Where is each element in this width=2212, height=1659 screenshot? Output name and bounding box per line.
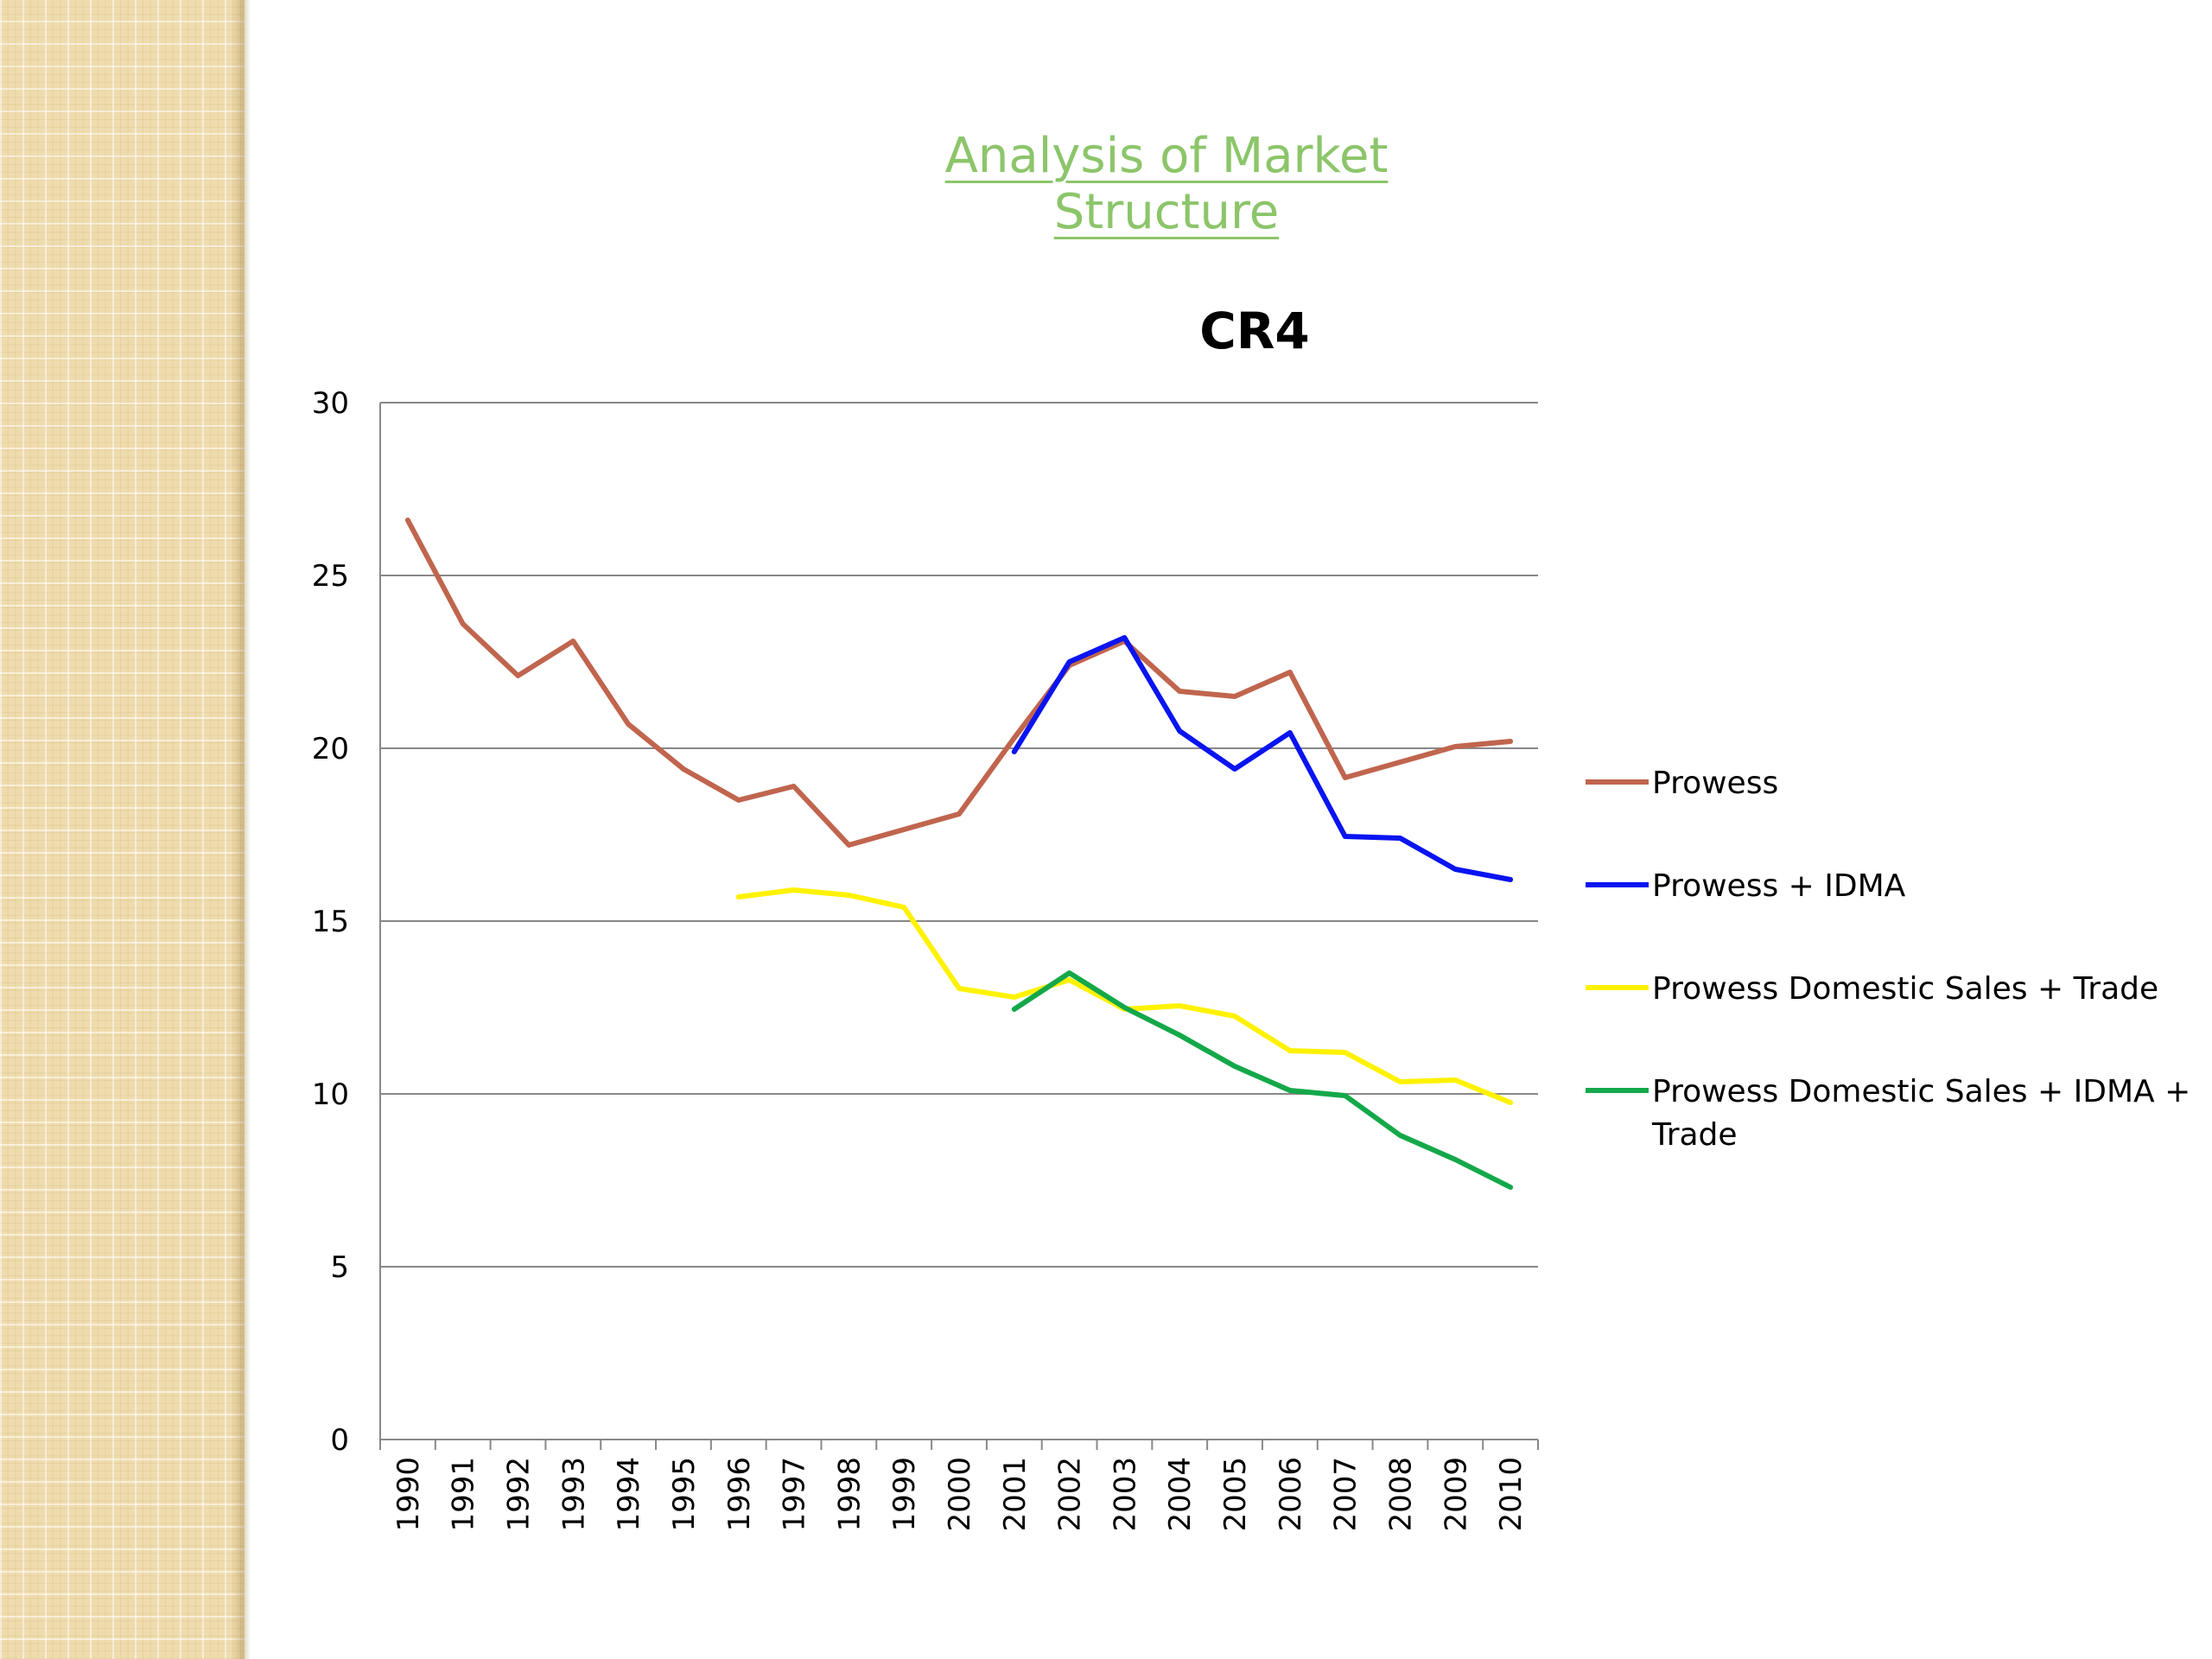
x-tick-label: 2006	[1274, 1457, 1308, 1532]
x-tick-label: 2001	[998, 1457, 1033, 1532]
x-tick-label: 2008	[1383, 1457, 1418, 1532]
legend-label: Prowess Domestic Sales + Trade	[1652, 971, 2158, 1007]
y-tick-label: 10	[312, 1077, 349, 1112]
x-tick-label: 1999	[887, 1457, 922, 1532]
x-tick-label: 2005	[1218, 1457, 1253, 1532]
legend-label: Prowess Domestic Sales + IDMA + Trade	[1651, 1074, 2190, 1153]
x-tick-label: 1990	[391, 1457, 426, 1532]
x-tick-label: 2003	[1108, 1457, 1142, 1532]
slide-title: Analysis of Market Structure	[944, 128, 1389, 240]
y-axis-tick-labels: 0 5 10 15 20 25 30	[312, 386, 349, 1458]
y-tick-label: 0	[330, 1423, 349, 1458]
y-tick-label: 20	[312, 732, 349, 766]
x-axis-tick-labels: 1990 1991 1992 1993 1994 1995 1996 1997 1998 1999…	[391, 1457, 1529, 1532]
x-tick-label: 2000	[943, 1457, 977, 1532]
y-tick-label: 15	[312, 905, 349, 939]
axes	[379, 403, 1539, 1450]
y-tick-label: 25	[312, 559, 349, 594]
x-tick-label: 1998	[832, 1457, 867, 1532]
series-lines	[404, 518, 1514, 1190]
series-line-3	[1011, 970, 1514, 1190]
x-tick-label: 1994	[612, 1457, 646, 1532]
x-tick-label: 2004	[1163, 1457, 1198, 1532]
legend-label: Prowess	[1652, 766, 1778, 801]
x-tick-label: 2010	[1494, 1457, 1529, 1532]
chart-title: CR4	[1199, 302, 1310, 360]
x-tick-label: 1993	[556, 1457, 591, 1532]
series-line-0	[404, 518, 1514, 848]
series-line-1	[1011, 635, 1514, 882]
side-band-shadow	[232, 0, 251, 1659]
x-tick-label: 1996	[722, 1457, 757, 1532]
legend: Prowess Prowess + IDMA Prowess Domestic Sa…	[1586, 766, 2190, 1153]
y-tick-label: 5	[330, 1250, 349, 1285]
x-tick-label: 1991	[447, 1457, 481, 1532]
x-tick-label: 1992	[502, 1457, 537, 1532]
x-tick-label: 1995	[667, 1457, 702, 1532]
legend-label: Prowess + IDMA	[1652, 868, 1906, 904]
x-tick-label: 2009	[1439, 1457, 1473, 1532]
y-tick-label: 30	[312, 386, 349, 421]
decorative-side-band	[0, 0, 245, 1659]
x-tick-label: 2002	[1053, 1457, 1088, 1532]
x-tick-label: 2007	[1329, 1457, 1363, 1532]
x-tick-label: 1997	[778, 1457, 812, 1532]
